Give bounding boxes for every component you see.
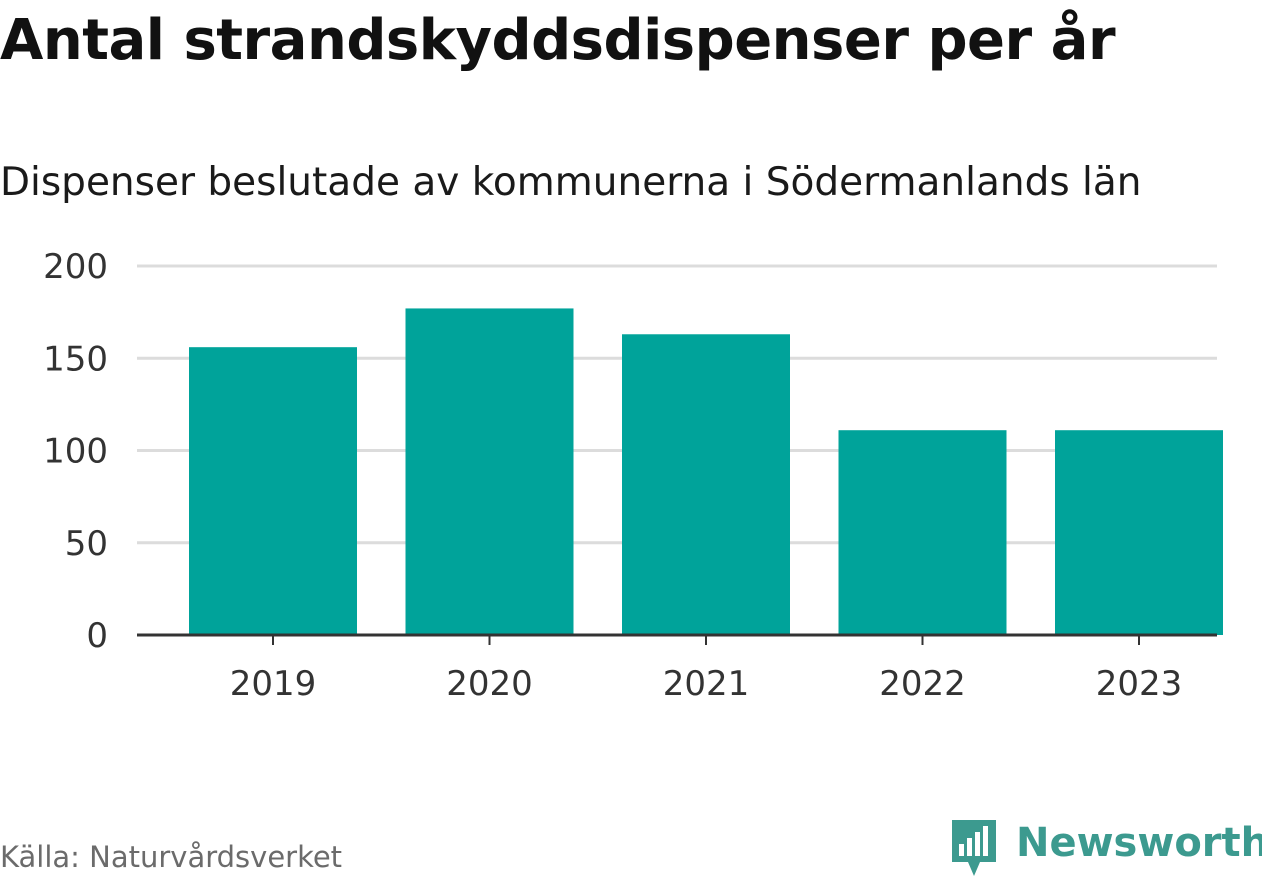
bar-2021 <box>622 334 790 635</box>
bars <box>189 308 1223 635</box>
bar-2019 <box>189 347 357 635</box>
brand-name: Newsworthy <box>1016 820 1262 866</box>
axes: 0 50 100 150 200 2019 2020 2021 2022 2023 <box>43 247 1217 704</box>
newsworthy-logo-icon <box>952 820 996 876</box>
bar-2022 <box>838 430 1007 635</box>
bar-2023 <box>1055 430 1223 635</box>
x-tick-label: 2022 <box>879 664 966 704</box>
brand-logo: Newsworthy <box>950 818 1262 878</box>
x-tick-label: 2020 <box>446 664 533 704</box>
x-tick-label: 2019 <box>230 664 317 704</box>
y-tick-label: 150 <box>43 339 108 379</box>
y-tick-label: 50 <box>65 524 108 564</box>
source-note: Källa: Naturvårdsverket <box>0 840 343 874</box>
x-tick-label: 2023 <box>1096 664 1183 704</box>
y-tick-label: 100 <box>43 432 108 472</box>
chart-subtitle: Dispenser beslutade av kommunerna i Söde… <box>0 160 1142 205</box>
bar-2020 <box>405 308 574 635</box>
x-tick-label: 2021 <box>663 664 750 704</box>
y-tick-label: 200 <box>43 247 108 287</box>
y-tick-label: 0 <box>86 616 108 656</box>
chart-title: Antal strandskyddsdispenser per år <box>0 8 1116 73</box>
